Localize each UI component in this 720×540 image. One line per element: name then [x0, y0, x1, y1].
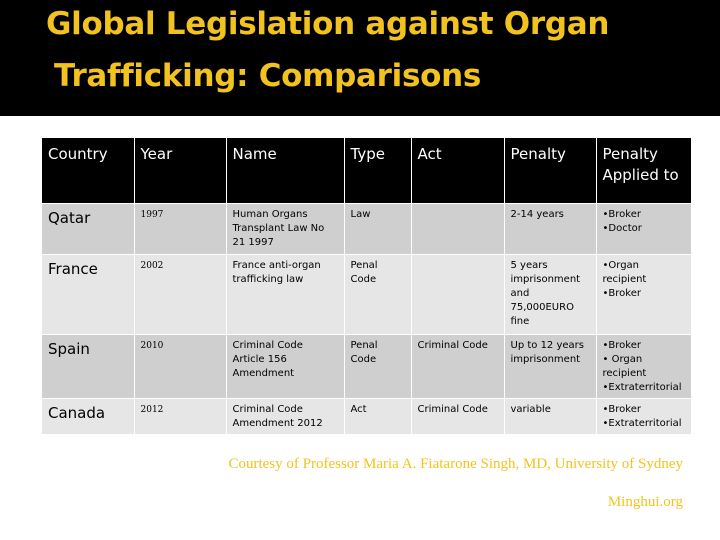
applied-to-item: •Broker [602, 208, 641, 220]
cell-country: Qatar [42, 202, 135, 254]
cell-applied-to: •Broker • Organ recipient •Extraterritor… [596, 333, 691, 398]
header-year: Year [134, 138, 227, 203]
cell-penalty: 2-14 years [504, 202, 597, 254]
header-penalty: Penalty [504, 138, 597, 203]
cell-year: 1997 [134, 202, 227, 254]
cell-applied-to: •Broker •Extraterritorial [596, 397, 691, 434]
legislation-table: Country Year Name Type Act Penalty Penal… [42, 138, 691, 434]
cell-type: Law [344, 202, 412, 254]
cell-year: 2012 [134, 397, 227, 434]
cell-type: Penal Code [344, 253, 412, 334]
applied-to-item: •Organ recipient [602, 259, 647, 285]
slide-title-line-2: Trafficking: Comparisons [54, 58, 482, 94]
cell-name: France anti-organ trafficking law [226, 253, 345, 334]
cell-penalty: Up to 12 years imprisonment [504, 333, 597, 398]
cell-country: Spain [42, 333, 135, 398]
cell-name: Criminal Code Amendment 2012 [226, 397, 345, 434]
table-row: Qatar 1997 Human Organs Transplant Law N… [42, 202, 691, 254]
cell-year: 2010 [134, 333, 227, 398]
cell-act [411, 202, 505, 254]
table-header-row: Country Year Name Type Act Penalty Penal… [42, 138, 691, 203]
cell-type: Penal Code [344, 333, 412, 398]
header-country: Country [42, 138, 135, 203]
cell-act: Criminal Code [411, 333, 505, 398]
slide-title-line-1: Global Legislation against Organ [46, 6, 610, 42]
title-divider [0, 116, 720, 118]
header-type: Type [344, 138, 412, 203]
cell-applied-to: •Broker •Doctor [596, 202, 691, 254]
cell-penalty: variable [504, 397, 597, 434]
cell-country: France [42, 253, 135, 334]
applied-to-item: •Broker [602, 339, 641, 351]
courtesy-credit: Courtesy of Professor Maria A. Fiatarone… [228, 456, 683, 472]
table-row: Spain 2010 Criminal Code Article 156 Ame… [42, 333, 691, 398]
cell-act [411, 253, 505, 334]
applied-to-item: • Organ recipient [602, 353, 647, 379]
slide-content: Country Year Name Type Act Penalty Penal… [0, 118, 720, 540]
title-band: Global Legislation against Organ Traffic… [0, 0, 720, 114]
cell-penalty: 5 years imprisonment and 75,000EURO fine [504, 253, 597, 334]
applied-to-item: •Broker [602, 287, 641, 299]
cell-country: Canada [42, 397, 135, 434]
header-act: Act [411, 138, 505, 203]
cell-act: Criminal Code [411, 397, 505, 434]
cell-type: Act [344, 397, 412, 434]
site-credit: Minghui.org [607, 494, 683, 510]
applied-to-item: •Doctor [602, 222, 642, 234]
table-row: Canada 2012 Criminal Code Amendment 2012… [42, 397, 691, 434]
cell-applied-to: •Organ recipient •Broker [596, 253, 691, 334]
applied-to-item: •Broker [602, 403, 641, 415]
cell-year: 2002 [134, 253, 227, 334]
header-penalty-applied-to: Penalty Applied to [596, 138, 691, 203]
table-row: France 2002 France anti-organ traffickin… [42, 253, 691, 334]
applied-to-item: •Extraterritorial [602, 381, 682, 393]
header-name: Name [226, 138, 345, 203]
applied-to-item: •Extraterritorial [602, 417, 682, 429]
cell-name: Human Organs Transplant Law No 21 1997 [226, 202, 345, 254]
cell-name: Criminal Code Article 156 Amendment [226, 333, 345, 398]
